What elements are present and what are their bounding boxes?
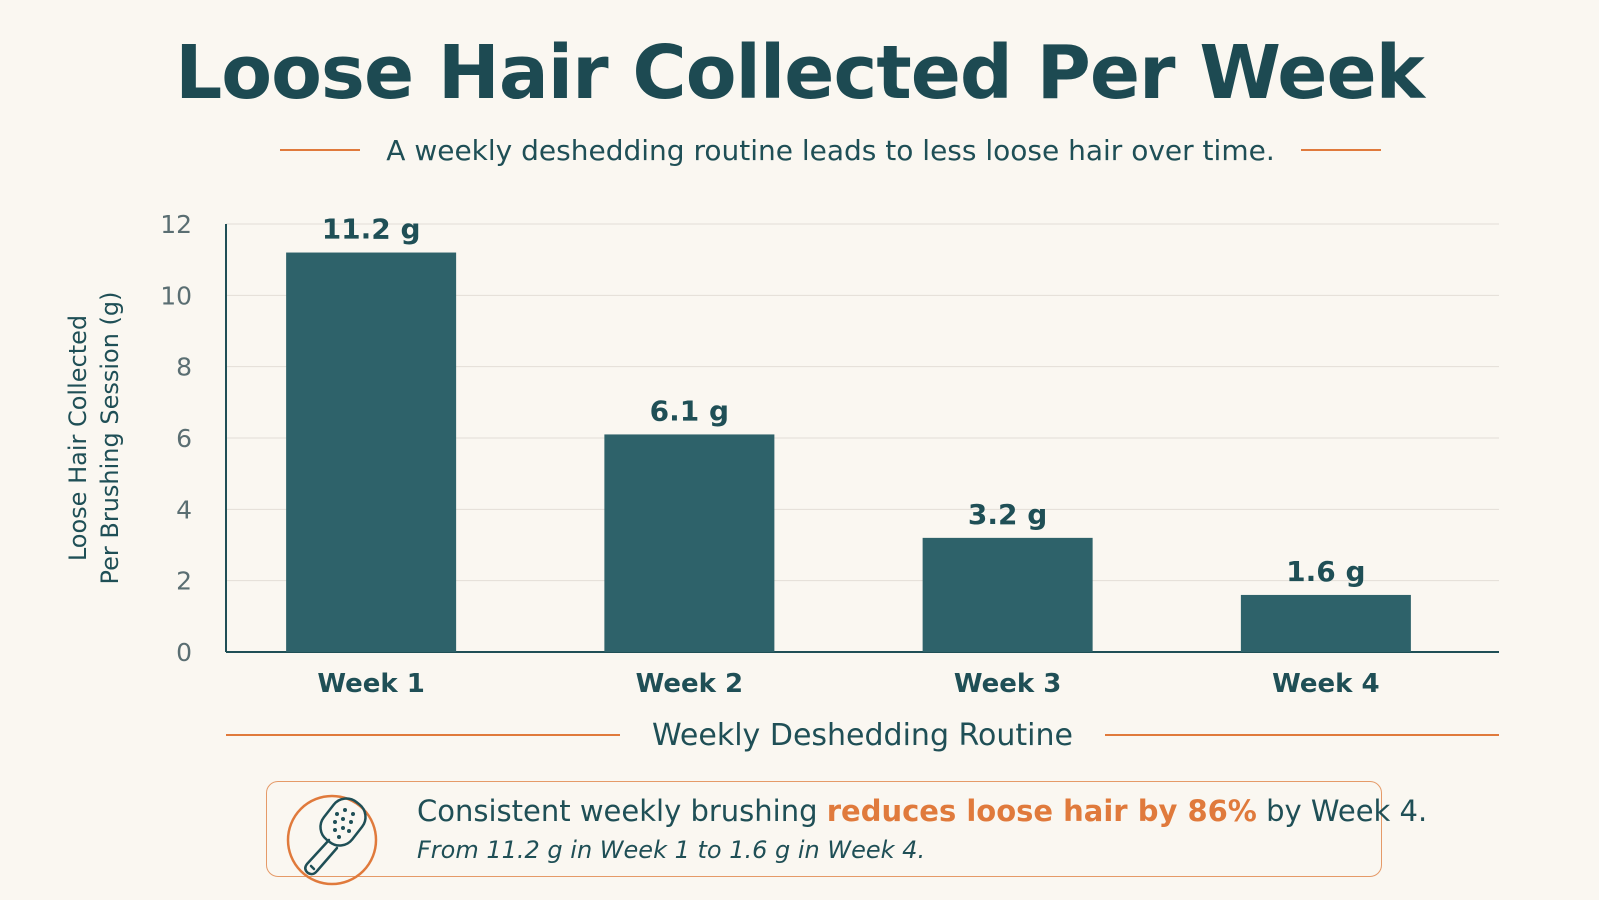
callout-highlight: reduces loose hair by 86% <box>826 794 1257 828</box>
callout-headline: Consistent weekly brushing reduces loose… <box>417 794 1427 828</box>
chart-subtitle: A weekly deshedding routine leads to les… <box>386 133 1275 167</box>
y-tick-label: 8 <box>176 353 192 382</box>
bar <box>604 434 775 652</box>
bar <box>286 252 457 653</box>
y-tick-label: 4 <box>176 495 192 524</box>
summary-callout: Consistent weekly brushing reduces loose… <box>266 781 1427 886</box>
y-axis-title-line: Loose Hair Collected <box>64 315 92 561</box>
callout-detail: From 11.2 g in Week 1 to 1.6 g in Week 4… <box>417 836 926 864</box>
callout-text-after: by Week 4. <box>1256 794 1428 828</box>
x-axis-title-rule-left <box>226 734 621 736</box>
y-tick-label: 12 <box>160 210 192 239</box>
subtitle-rule-right <box>1300 149 1381 151</box>
x-axis-title-rule-right <box>1104 734 1499 736</box>
y-tick-label: 10 <box>160 281 192 310</box>
chart-title: Loose Hair Collected Per Week <box>175 30 1425 116</box>
x-tick-label: Week 1 <box>317 669 424 699</box>
bar-value-label: 3.2 g <box>968 498 1047 531</box>
bar-value-label: 11.2 g <box>322 213 421 246</box>
x-tick-label: Week 4 <box>1272 669 1379 699</box>
subtitle-row: A weekly deshedding routine leads to les… <box>278 128 1383 172</box>
bar <box>1240 594 1411 652</box>
x-tick-label: Week 2 <box>636 669 743 699</box>
y-axis-title: Loose Hair Collected Per Brushing Session… <box>64 291 124 584</box>
x-axis-title-row: Weekly Deshedding Routine <box>226 712 1499 758</box>
y-tick-label: 6 <box>176 424 192 453</box>
y-tick-label: 0 <box>176 638 192 667</box>
callout-text-before: Consistent weekly brushing <box>417 794 827 828</box>
y-axis-title-line: Per Brushing Session (g) <box>96 291 124 584</box>
x-axis-title: Weekly Deshedding Routine <box>652 717 1073 753</box>
bar <box>922 537 1093 652</box>
bar-chart: 0 2 4 6 8 10 12 Loose Hair Collected Per Brushin… <box>64 210 1499 699</box>
x-tick-label: Week 3 <box>954 669 1061 699</box>
bar-value-label: 1.6 g <box>1286 555 1365 588</box>
subtitle-rule-left <box>280 149 361 151</box>
y-tick-label: 2 <box>176 567 192 596</box>
bar-value-label: 6.1 g <box>650 394 729 427</box>
brush-icon <box>286 794 378 886</box>
